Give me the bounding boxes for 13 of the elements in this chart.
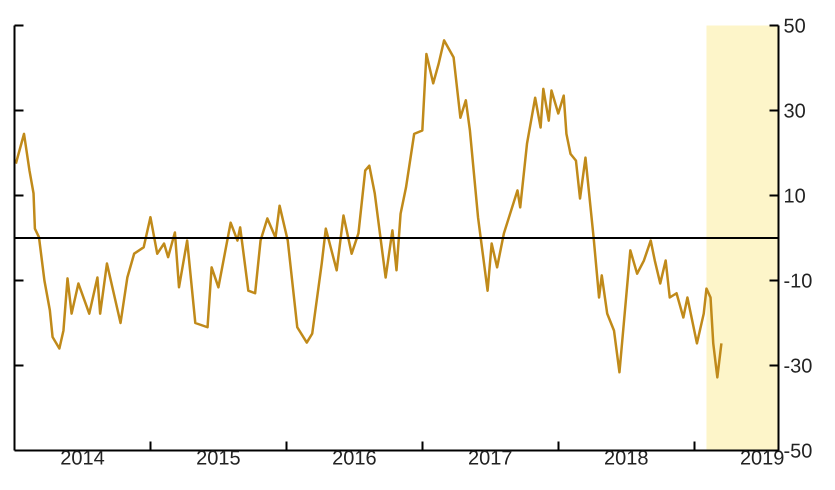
y-tick-label: 30 [784, 100, 806, 122]
x-tick-label: 2016 [332, 448, 377, 470]
x-tick-label: 2015 [196, 448, 241, 470]
x-tick-label: 2018 [604, 448, 648, 470]
x-tick-label: 2017 [468, 448, 513, 470]
y-tick-label: -30 [784, 356, 812, 378]
y-tick-label: -50 [784, 440, 812, 462]
y-tick-label: 10 [784, 186, 806, 208]
y-tick-label: 50 [784, 16, 806, 38]
line-series [14, 39, 723, 379]
y-tick-label: -10 [784, 270, 812, 292]
x-tick-label: 2019 [740, 448, 784, 470]
x-tick-label: 2014 [60, 448, 105, 470]
